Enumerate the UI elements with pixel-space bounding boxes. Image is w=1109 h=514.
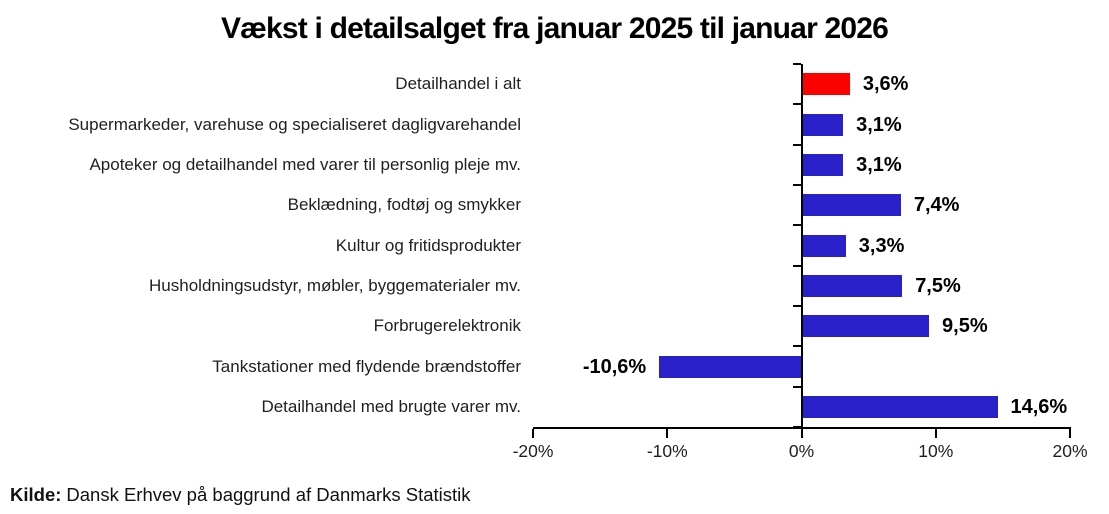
value-label: 14,6% (1010, 395, 1068, 418)
bar (801, 73, 850, 96)
value-label: 7,4% (913, 194, 960, 217)
category-tick (792, 184, 801, 186)
chart-title: Vækst i detailsalget fra januar 2025 til… (220, 12, 889, 45)
bar (801, 153, 844, 176)
x-axis-tick (1069, 429, 1071, 438)
category-label: Supermarkeder, varehuse og specialiseret… (68, 114, 521, 134)
value-label: 3,3% (858, 234, 905, 257)
bar (801, 395, 998, 418)
category-label: Detailhandel med brugte varer mv. (261, 396, 521, 416)
x-axis-tick (532, 429, 534, 438)
value-label: 3,1% (856, 113, 902, 136)
bar (801, 315, 930, 338)
bar (801, 194, 901, 217)
category-tick (792, 63, 801, 65)
category-tick (792, 385, 801, 388)
category-tick (792, 264, 801, 267)
category-label: Detailhandel i alt (395, 74, 521, 94)
category-label: Beklædning, fodtøj og smykker (287, 195, 521, 215)
category-tick (792, 345, 801, 348)
x-axis-tick-label: 0% (788, 441, 815, 461)
bar (801, 234, 846, 257)
value-label: 3,6% (862, 73, 909, 96)
x-axis-tick (934, 429, 937, 438)
category-label: Apoteker og detailhandel med varer til p… (89, 154, 521, 174)
source-line: Kilde: Dansk Erhvev på baggrund af Danmar… (10, 484, 471, 506)
category-label: Kultur og fritidsprodukter (335, 235, 521, 255)
y-axis-spine (800, 64, 803, 429)
category-tick (792, 305, 801, 307)
x-axis-tick (800, 429, 803, 438)
bar (801, 274, 903, 297)
category-label: Forbrugerelektronik (373, 316, 521, 336)
x-axis-tick-label: -20% (512, 441, 554, 461)
x-axis-tick-label: 10% (918, 441, 954, 461)
value-label: 7,5% (915, 274, 961, 297)
x-axis-tick-label: -10% (646, 441, 688, 461)
x-axis-tick (666, 429, 669, 438)
category-label: Husholdningsudstyr, møbler, byggemateria… (149, 275, 521, 295)
x-axis-spine (533, 427, 1071, 429)
bar (801, 113, 844, 136)
source-label: Kilde: (10, 484, 62, 505)
value-label: -10,6% (582, 355, 647, 378)
bar (659, 355, 802, 378)
category-tick (792, 103, 801, 106)
value-label: 3,1% (856, 153, 902, 176)
category-label: Tankstationer med flydende brændstoffer (212, 356, 521, 376)
x-axis-tick-label: 20% (1052, 441, 1088, 461)
source-text: Dansk Erhvev på baggrund af Danmarks Sta… (66, 484, 471, 505)
value-label: 9,5% (942, 315, 988, 338)
category-tick (792, 143, 801, 146)
category-tick (792, 224, 801, 227)
